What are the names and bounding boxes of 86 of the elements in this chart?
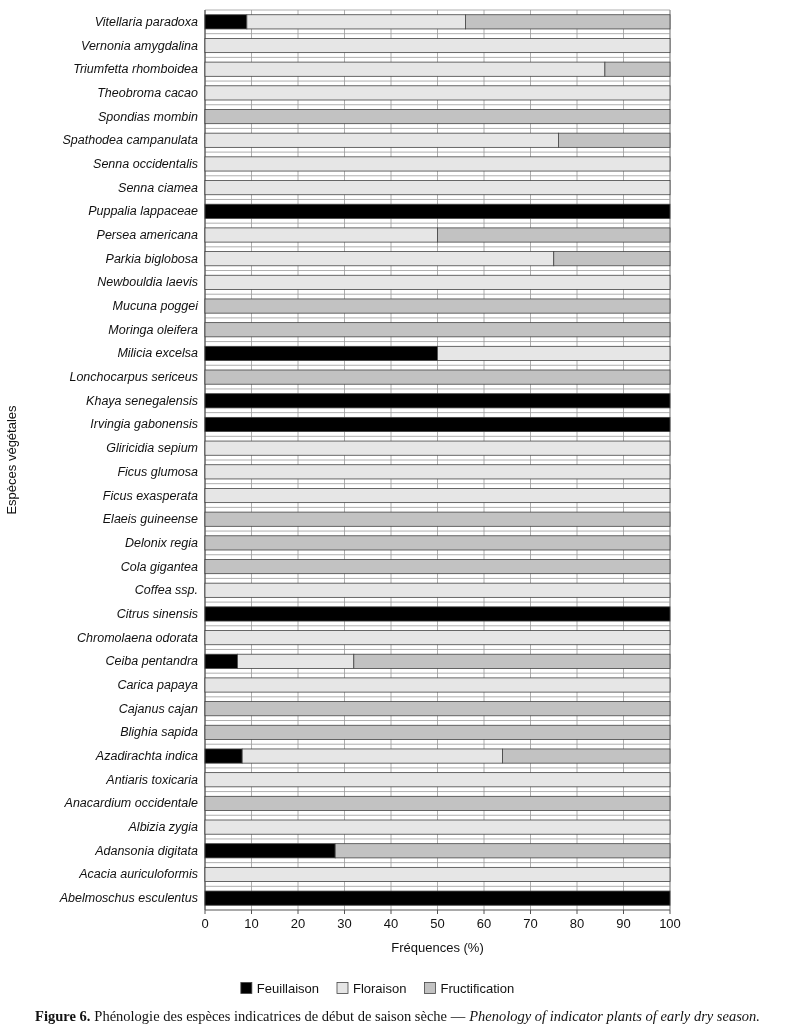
x-tick-label: 50 xyxy=(430,916,445,931)
bar xyxy=(204,535,671,551)
y-tick-label: Puppalia lappaceae xyxy=(88,204,199,219)
y-tick-label: Ficus exasperata xyxy=(102,488,199,503)
y-tick-label: Cajanus cajan xyxy=(118,701,199,716)
x-axis-title: Fréquences (%) xyxy=(391,940,484,955)
bar xyxy=(204,795,671,811)
text: Phénologie des espèces indicatrices de début de saison sèche — xyxy=(94,1008,466,1024)
bar xyxy=(204,488,671,504)
y-tick-label: Elaeis guineense xyxy=(102,512,199,527)
y-tick-label: Vitellaria paradoxa xyxy=(94,14,199,29)
bar xyxy=(204,890,671,906)
y-tick-label: Vernonia amygdalina xyxy=(81,38,199,53)
y-tick-label: Gliricidia sepium xyxy=(106,441,198,456)
bar xyxy=(204,701,671,717)
bar xyxy=(204,109,671,125)
bar xyxy=(204,156,671,172)
y-tick-label: Ceiba pentandra xyxy=(105,654,199,669)
x-tick-label: 40 xyxy=(383,916,399,931)
legend-label: Floraison xyxy=(352,980,407,996)
text: Phenology of indicator plants of early dry season. xyxy=(468,1008,760,1024)
y-tick-label: Albizia zygia xyxy=(127,820,199,835)
y-axis-title: Espèces végétales xyxy=(4,404,19,515)
y-tick-label: Parkia biglobosa xyxy=(105,251,199,266)
y-tick-label: Coffea ssp. xyxy=(134,583,198,598)
bar xyxy=(204,416,671,432)
legend-label: Feuillaison xyxy=(256,980,320,996)
bar xyxy=(204,582,671,598)
legend-label: Fructification xyxy=(440,980,515,996)
x-tick-label: 0 xyxy=(201,916,209,931)
bar xyxy=(204,369,671,385)
bar xyxy=(204,274,671,290)
y-tick-label: Spathodea campanulata xyxy=(62,133,199,148)
bar xyxy=(204,866,671,882)
x-tick-label: 70 xyxy=(523,916,538,931)
y-tick-label: Delonix regia xyxy=(125,535,199,550)
y-tick-label: Mucuna poggei xyxy=(112,299,200,314)
y-tick-label: Azadirachta indica xyxy=(94,749,199,764)
x-tick-label: 10 xyxy=(244,916,259,931)
bar xyxy=(204,393,671,409)
bar xyxy=(204,606,671,622)
bar xyxy=(204,85,671,101)
bar xyxy=(204,298,671,314)
bar xyxy=(204,38,671,54)
x-tick-label: 30 xyxy=(337,916,352,931)
bar xyxy=(204,322,671,338)
y-tick-label: Senna occidentalis xyxy=(93,156,198,171)
bar xyxy=(204,440,671,456)
y-tick-label: Adansonia digitata xyxy=(94,843,199,858)
bar xyxy=(204,180,671,196)
y-tick-label: Khaya senegalensis xyxy=(86,393,198,408)
y-tick-label: Blighia sapida xyxy=(120,725,199,740)
bar xyxy=(204,772,671,788)
x-tick-label: 80 xyxy=(569,916,585,931)
y-tick-label: Theobroma cacao xyxy=(97,85,199,100)
bar xyxy=(204,511,671,527)
y-tick-label: Chromolaena odorata xyxy=(77,630,199,645)
y-tick-label: Milicia excelsa xyxy=(117,346,199,361)
y-tick-label: Citrus sinensis xyxy=(116,606,198,621)
bar xyxy=(204,724,671,740)
y-tick-label: Senna ciamea xyxy=(118,180,199,195)
x-tick-label: 90 xyxy=(616,916,631,931)
bar xyxy=(204,559,671,575)
bar xyxy=(204,203,671,219)
x-tick-label: 20 xyxy=(290,916,306,931)
x-tick-label: 100 xyxy=(659,916,681,931)
y-tick-label: Moringa oleifera xyxy=(108,322,199,337)
y-tick-label: Ficus glumosa xyxy=(117,464,199,479)
y-tick-label: Persea americana xyxy=(96,228,199,242)
caption: Figure 6. xyxy=(35,1008,91,1024)
y-tick-label: Spondias mombin xyxy=(97,109,199,124)
y-tick-label: Cola gigantea xyxy=(120,559,199,574)
y-tick-label: Anacardium occidentale xyxy=(63,796,199,811)
y-tick-label: Acacia auriculoformis xyxy=(78,867,198,882)
bar xyxy=(204,819,671,835)
x-tick-label: 60 xyxy=(476,916,492,931)
y-tick-label: Irvingia gabonensis xyxy=(90,417,198,432)
bar xyxy=(204,464,671,480)
y-tick-label: Abelmoschus esculentus xyxy=(58,891,198,906)
y-tick-label: Triumfetta rhomboidea xyxy=(73,62,199,77)
y-tick-label: Lonchocarpus sericeus xyxy=(69,370,198,385)
bar xyxy=(204,677,671,693)
y-tick-label: Newbouldia laevis xyxy=(97,275,198,290)
y-tick-label: Carica papaya xyxy=(117,678,199,692)
bar xyxy=(204,630,671,646)
y-tick-label: Antiaris toxicaria xyxy=(105,772,199,787)
